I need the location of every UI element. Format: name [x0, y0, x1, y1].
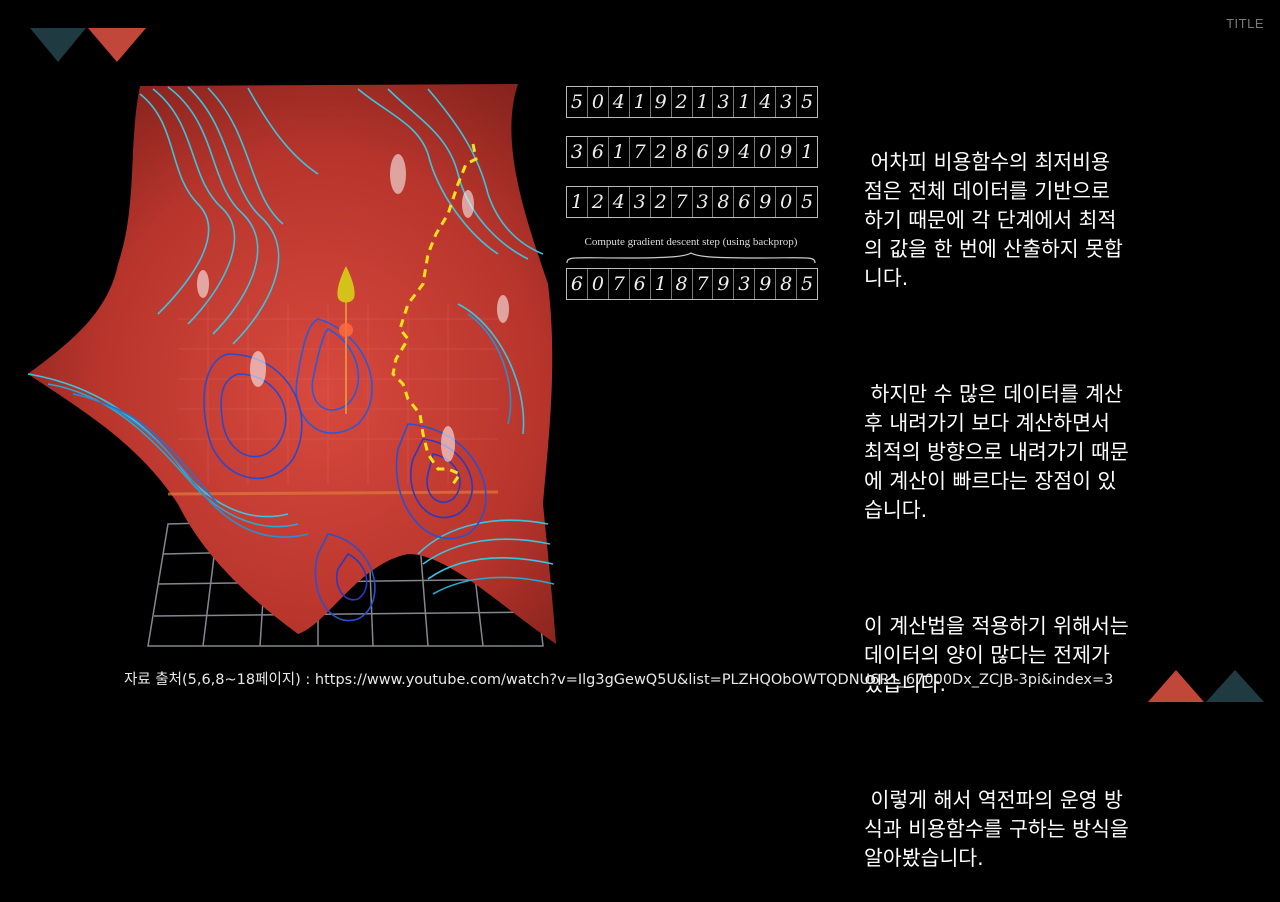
digit-cell: 8	[672, 269, 693, 299]
digit-cell: 6	[588, 137, 609, 167]
paragraph: 하지만 수 많은 데이터를 계산 후 내려가기 보다 계산하면서 최적의 방향으…	[864, 380, 1209, 525]
digit-cell: 5	[797, 187, 817, 217]
digit-cell: 9	[713, 269, 734, 299]
digit-cell: 4	[755, 87, 776, 117]
digit-cell: 1	[567, 187, 588, 217]
digit-cell: 4	[609, 187, 630, 217]
digit-cell: 6	[630, 269, 651, 299]
corner-triangles-decoration	[1148, 668, 1264, 704]
digit-cell: 2	[672, 87, 693, 117]
digit-cell: 9	[755, 269, 776, 299]
digit-cell: 7	[630, 137, 651, 167]
paragraph: 이렇게 해서 역전파의 운영 방 식과 비용함수를 구하는 방식을 알아봤습니다…	[864, 786, 1209, 873]
brace-decoration	[566, 252, 816, 264]
digit-batch-row: 1 2 4 3 2 7 3 8 6 9 0 5	[566, 186, 818, 218]
digit-cell: 3	[630, 187, 651, 217]
slide-body-text: 어차피 비용함수의 최저비용 점은 전체 데이터를 기반으로 하기 때문에 각 …	[864, 90, 1209, 902]
digit-cell: 7	[609, 269, 630, 299]
digit-cell: 1	[693, 87, 714, 117]
digit-cell: 3	[776, 87, 797, 117]
digit-cell: 8	[713, 187, 734, 217]
slide-title-tag: TITLE	[1226, 16, 1264, 31]
digit-cell: 0	[755, 137, 776, 167]
digit-cell: 1	[797, 137, 817, 167]
digit-cell: 2	[651, 187, 672, 217]
digit-result-row: 6 0 7 6 1 8 7 9 3 9 8 5	[566, 268, 818, 300]
digit-cell: 5	[567, 87, 588, 117]
gradient-step-caption: Compute gradient descent step (using bac…	[566, 236, 816, 248]
digit-cell: 5	[797, 269, 817, 299]
digit-cell: 9	[755, 187, 776, 217]
paragraph: 어차피 비용함수의 최저비용 점은 전체 데이터를 기반으로 하기 때문에 각 …	[864, 148, 1209, 293]
digit-cell: 9	[651, 87, 672, 117]
digit-cell: 7	[672, 187, 693, 217]
mnist-batches-figure: 5 0 4 1 9 2 1 3 1 4 3 5 3 6 1 7 2 8 6 9 …	[566, 86, 818, 300]
digit-batch-row: 3 6 1 7 2 8 6 9 4 0 9 1	[566, 136, 818, 168]
digit-cell: 4	[609, 87, 630, 117]
digit-cell: 2	[651, 137, 672, 167]
digit-cell: 1	[630, 87, 651, 117]
source-citation: 자료 출처(5,6,8~18페이지) : https://www.youtube…	[124, 668, 1113, 689]
digit-cell: 8	[776, 269, 797, 299]
digit-cell: 0	[588, 269, 609, 299]
digit-cell: 8	[672, 137, 693, 167]
digit-cell: 3	[693, 187, 714, 217]
digit-cell: 6	[734, 187, 755, 217]
digit-cell: 1	[734, 87, 755, 117]
digit-cell: 4	[734, 137, 755, 167]
digit-cell: 5	[797, 87, 817, 117]
digit-cell: 7	[693, 269, 714, 299]
digit-cell: 6	[567, 269, 588, 299]
digit-cell: 0	[776, 187, 797, 217]
digit-cell: 0	[588, 87, 609, 117]
digit-cell: 3	[567, 137, 588, 167]
cost-surface-figure	[28, 84, 558, 648]
digit-batch-row: 5 0 4 1 9 2 1 3 1 4 3 5	[566, 86, 818, 118]
corner-triangles-decoration	[30, 28, 150, 64]
digit-cell: 1	[651, 269, 672, 299]
digit-cell: 1	[609, 137, 630, 167]
digit-cell: 9	[776, 137, 797, 167]
digit-cell: 9	[713, 137, 734, 167]
digit-cell: 6	[693, 137, 714, 167]
digit-cell: 2	[588, 187, 609, 217]
digit-cell: 3	[734, 269, 755, 299]
digit-cell: 3	[713, 87, 734, 117]
